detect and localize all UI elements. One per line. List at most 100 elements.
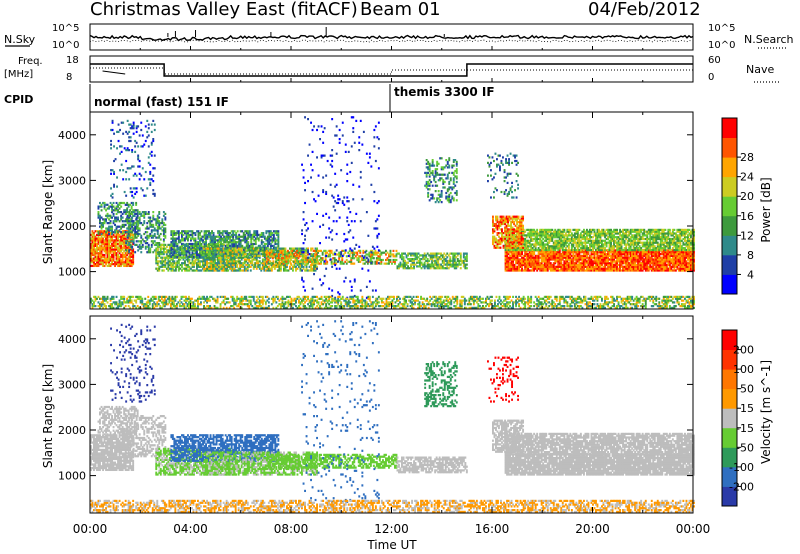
- range-cell: [613, 267, 616, 270]
- range-cell: [428, 175, 431, 178]
- range-cell: [449, 258, 452, 261]
- range-cell: [251, 249, 254, 252]
- range-cell: [137, 222, 140, 225]
- range-cell: [106, 216, 109, 219]
- range-cell: [598, 254, 600, 258]
- range-cell: [161, 222, 164, 225]
- range-cell: [462, 256, 465, 259]
- range-cell: [542, 260, 545, 263]
- range-cell: [401, 256, 403, 259]
- range-cell: [212, 250, 215, 253]
- range-cell: [644, 267, 647, 270]
- range-cell: [628, 263, 631, 267]
- range-cell: [616, 260, 619, 263]
- range-cell: [222, 256, 225, 259]
- range-cell: [294, 258, 297, 262]
- range-cell: [442, 179, 445, 182]
- range-cell: [315, 253, 318, 256]
- range-cell: [273, 254, 276, 258]
- range-cell: [311, 253, 314, 256]
- range-cell: [446, 259, 449, 263]
- range-cell: [303, 249, 306, 253]
- range-cell: [437, 267, 440, 270]
- range-cell: [213, 260, 216, 263]
- range-cell: [206, 243, 209, 247]
- range-cell: [232, 237, 235, 240]
- range-cell: [308, 269, 311, 272]
- range-cell: [109, 229, 112, 232]
- range-cell: [385, 258, 387, 262]
- range-cell: [177, 237, 180, 240]
- range-cell: [617, 254, 620, 258]
- range-cell: [583, 269, 585, 272]
- range-cell: [239, 269, 242, 272]
- range-cell: [539, 265, 542, 268]
- range-cell: [126, 246, 129, 249]
- range-cell: [425, 265, 428, 268]
- range-cell: [255, 254, 258, 258]
- range-cell: [290, 253, 292, 256]
- range-cell: [263, 253, 266, 256]
- range-cell: [278, 265, 281, 268]
- range-cell: [444, 254, 447, 257]
- range-cell: [230, 262, 233, 265]
- range-cell: [174, 262, 177, 265]
- range-cell: [658, 260, 661, 263]
- range-cell: [309, 260, 312, 263]
- range-cell: [620, 256, 623, 259]
- range-cell: [305, 249, 308, 252]
- range-cell: [212, 254, 215, 258]
- range-cell: [227, 251, 230, 254]
- range-cell: [546, 260, 549, 263]
- range-cell: [109, 214, 112, 217]
- range-cell: [188, 267, 191, 270]
- range-cell: [120, 253, 123, 257]
- range-cell: [410, 267, 413, 270]
- range-cell: [218, 241, 221, 244]
- range-cell: [584, 251, 587, 254]
- range-cell: [260, 250, 263, 253]
- range-cell: [155, 249, 158, 252]
- range-cell: [653, 253, 656, 256]
- range-cell: [126, 207, 129, 210]
- range-cell: [324, 253, 327, 256]
- range-cell: [530, 251, 533, 254]
- range-cell: [602, 249, 605, 252]
- range-cell: [320, 257, 323, 260]
- range-cell: [217, 260, 220, 263]
- range-cell: [536, 265, 539, 268]
- range-cell: [94, 252, 97, 255]
- range-cell: [170, 262, 173, 265]
- range-cell: [377, 257, 380, 260]
- range-cell: [623, 269, 626, 272]
- range-cell: [227, 253, 230, 256]
- range-cell: [401, 254, 403, 257]
- range-cell: [112, 212, 115, 216]
- range-cell: [512, 256, 515, 259]
- range-cell: [525, 251, 528, 254]
- range-cell: [411, 252, 414, 255]
- range-cell: [115, 218, 118, 221]
- range-cell: [190, 237, 192, 240]
- range-cell: [305, 260, 308, 263]
- range-cell: [434, 252, 437, 255]
- range-cell: [610, 263, 613, 267]
- range-cell: [427, 180, 430, 184]
- range-cell: [99, 244, 101, 248]
- range-cell: [295, 265, 297, 268]
- range-cell: [324, 251, 327, 254]
- range-cell: [560, 253, 563, 256]
- range-cell: [434, 170, 437, 173]
- range-cell: [557, 260, 560, 263]
- range-cell: [243, 247, 246, 250]
- range-cell: [129, 255, 132, 258]
- range-cell: [595, 258, 597, 261]
- range-cell: [527, 263, 530, 267]
- range-cell: [312, 262, 315, 265]
- range-cell: [635, 269, 638, 272]
- range-cell: [214, 265, 217, 268]
- range-cell: [97, 264, 100, 268]
- range-cell: [614, 267, 617, 270]
- range-cell: [313, 267, 316, 270]
- range-cell: [171, 241, 174, 244]
